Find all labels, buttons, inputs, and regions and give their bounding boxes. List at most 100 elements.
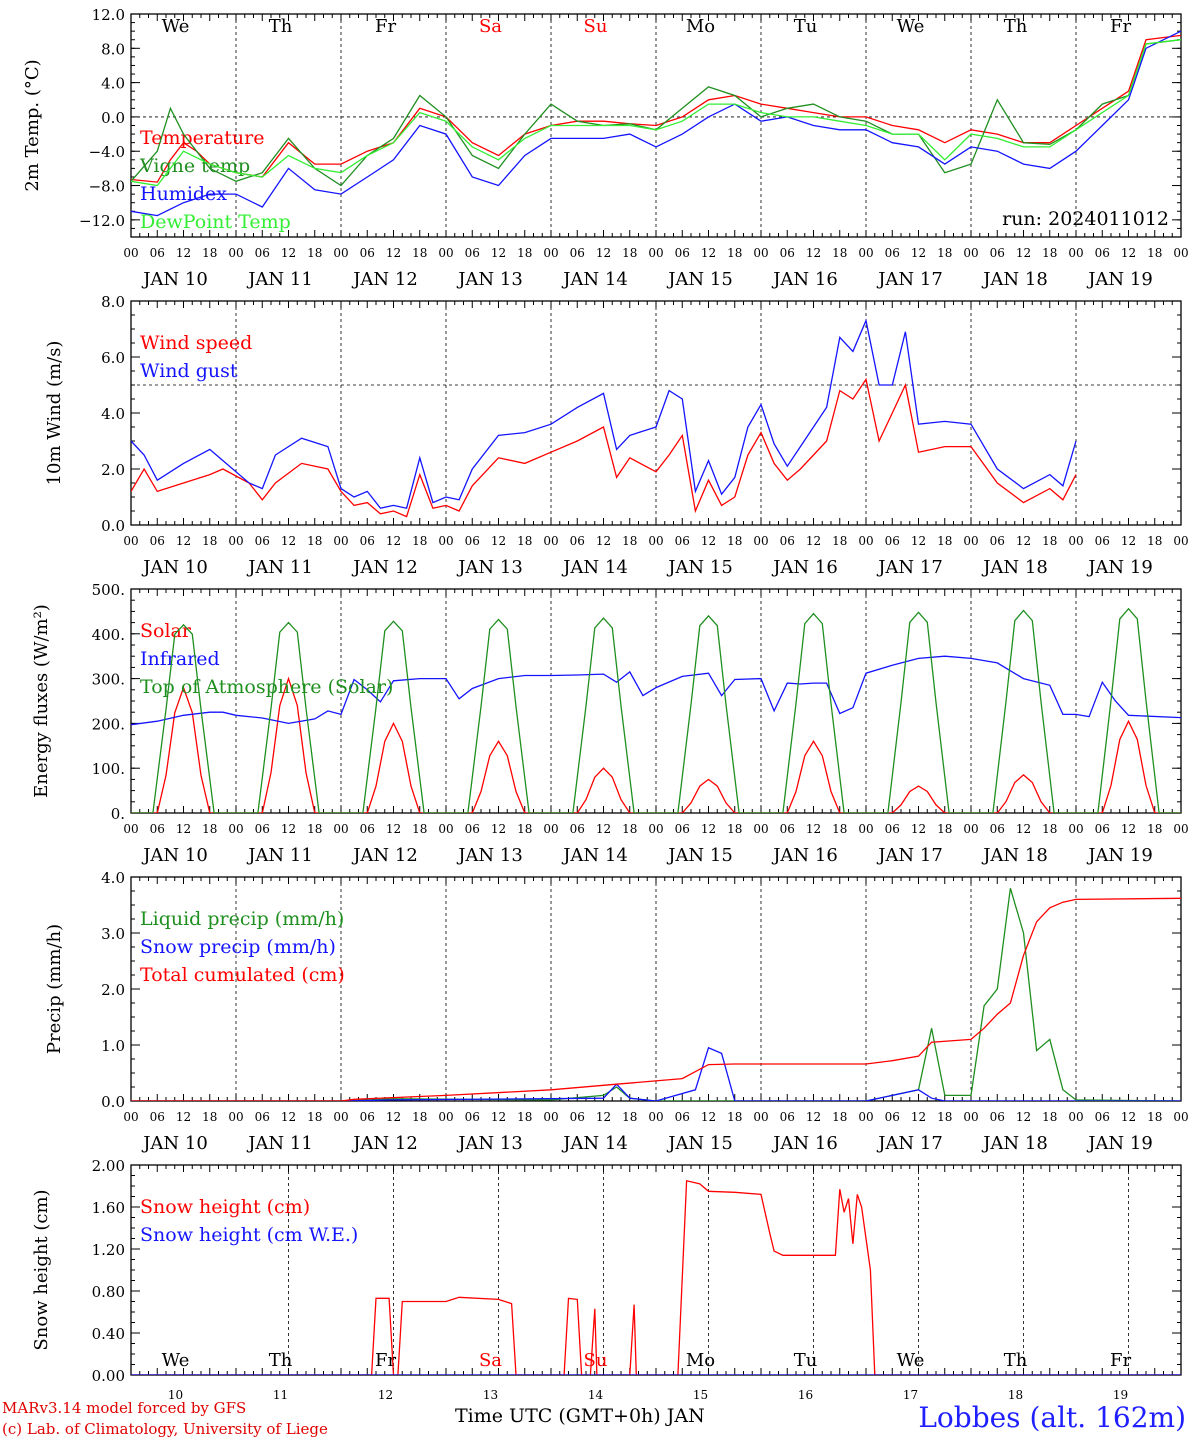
- temp-legend-entry: Temperature: [140, 127, 264, 149]
- precip-hour-label: 06: [150, 1110, 165, 1124]
- wind-hour-label: 00: [1068, 534, 1083, 548]
- energy-hour-label: 18: [307, 822, 322, 836]
- precip-date-label: JAN 17: [876, 1133, 943, 1154]
- temp-series-line: [131, 39, 1181, 187]
- energy-hour-label: 18: [1147, 822, 1162, 836]
- precip-hour-label: 18: [1042, 1110, 1057, 1124]
- wind-hour-label: 06: [255, 534, 270, 548]
- wind-hour-label: 18: [622, 534, 637, 548]
- wind-hour-label: 18: [727, 534, 742, 548]
- wind-hour-label: 00: [858, 534, 873, 548]
- precip-date-label: JAN 14: [561, 1133, 628, 1154]
- temp-date-label: JAN 11: [246, 269, 313, 290]
- wind-hour-label: 12: [176, 534, 191, 548]
- snow-day-number: 17: [903, 1388, 918, 1402]
- snow-day-number: 11: [273, 1388, 288, 1402]
- precip-hour-label: 12: [491, 1110, 506, 1124]
- temp-series-line: [131, 30, 1181, 217]
- temp-hour-label: 06: [150, 246, 165, 260]
- energy-hour-label: 12: [1121, 822, 1136, 836]
- temp-hour-label: 18: [412, 246, 427, 260]
- temp-hour-label: 18: [307, 246, 322, 260]
- temp-series-line: [131, 34, 1181, 183]
- precip-hour-label: 06: [1095, 1110, 1110, 1124]
- energy-hour-label: 18: [622, 822, 637, 836]
- energy-hour-label: 12: [281, 822, 296, 836]
- temp-date-label: JAN 16: [771, 269, 838, 290]
- temp-hour-label: 12: [1121, 246, 1136, 260]
- wind-hour-label: 06: [675, 534, 690, 548]
- temp-hour-label: 12: [281, 246, 296, 260]
- temp-date-label: JAN 15: [666, 269, 733, 290]
- wind-hour-label: 12: [1016, 534, 1031, 548]
- temp-hour-label: 00: [963, 246, 978, 260]
- precip-hour-label: 12: [596, 1110, 611, 1124]
- snow-y-tick-label: 0.80: [92, 1283, 125, 1301]
- energy-hour-label: 18: [412, 822, 427, 836]
- precip-hour-label: 00: [543, 1110, 558, 1124]
- energy-hour-label: 18: [517, 822, 532, 836]
- temp-hour-label: 06: [885, 246, 900, 260]
- snow-day-of-week: Th: [1004, 1350, 1028, 1371]
- wind-date-label: JAN 12: [351, 557, 418, 578]
- energy-hour-label: 18: [832, 822, 847, 836]
- energy-date-label: JAN 13: [456, 845, 523, 866]
- energy-hour-label: 12: [176, 822, 191, 836]
- precip-hour-label: 00: [1173, 1110, 1188, 1124]
- wind-hour-label: 06: [780, 534, 795, 548]
- energy-date-label: JAN 15: [666, 845, 733, 866]
- energy-hour-label: 06: [150, 822, 165, 836]
- temp-hour-label: 18: [937, 246, 952, 260]
- snow-y-tick-label: 0.00: [92, 1367, 125, 1385]
- wind-hour-label: 06: [990, 534, 1005, 548]
- precip-series-line: [131, 888, 1181, 1101]
- snow-day-of-week: Su: [584, 1350, 608, 1371]
- wind-hour-label: 00: [648, 534, 663, 548]
- precip-hour-label: 18: [307, 1110, 322, 1124]
- temp-hour-label: 00: [438, 246, 453, 260]
- temp-hour-label: 18: [622, 246, 637, 260]
- wind-hour-label: 00: [963, 534, 978, 548]
- precip-hour-label: 06: [360, 1110, 375, 1124]
- energy-y-tick-label: 400.: [92, 626, 125, 644]
- precip-hour-label: 00: [123, 1110, 138, 1124]
- temp-legend-entry: DewPoint Temp: [140, 211, 291, 233]
- wind-hour-label: 12: [281, 534, 296, 548]
- temp-hour-label: 18: [832, 246, 847, 260]
- temp-y-tick-label: 0.0: [101, 109, 125, 127]
- temp-hour-label: 18: [1147, 246, 1162, 260]
- wind-date-label: JAN 18: [981, 557, 1048, 578]
- energy-hour-label: 06: [780, 822, 795, 836]
- temp-date-label: JAN 17: [876, 269, 943, 290]
- wind-legend-entry: Wind speed: [140, 332, 252, 354]
- precip-y-tick-label: 2.0: [101, 981, 125, 999]
- precip-y-tick-label: 0.0: [101, 1093, 125, 1111]
- wind-series-line: [131, 377, 1077, 518]
- snow-day-of-week: Tu: [794, 1350, 818, 1371]
- temp-day-of-week: Th: [269, 16, 293, 37]
- energy-hour-label: 12: [491, 822, 506, 836]
- temp-hour-label: 00: [1173, 246, 1188, 260]
- energy-series-line: [131, 655, 1181, 726]
- energy-y-tick-label: 0.: [111, 805, 125, 823]
- wind-hour-label: 18: [202, 534, 217, 548]
- energy-hour-label: 00: [333, 822, 348, 836]
- energy-hour-label: 06: [570, 822, 585, 836]
- wind-hour-label: 18: [937, 534, 952, 548]
- snow-y-tick-label: 1.60: [92, 1199, 125, 1217]
- energy-date-label: JAN 10: [141, 845, 208, 866]
- energy-hour-label: 06: [675, 822, 690, 836]
- energy-legend-entry: Infrared: [140, 648, 220, 670]
- temp-y-tick-label: 4.0: [101, 75, 125, 93]
- energy-hour-label: 00: [963, 822, 978, 836]
- wind-hour-label: 06: [570, 534, 585, 548]
- temp-y-axis-label: 2m Temp. (°C): [22, 59, 43, 191]
- temp-run-annotation: run: 2024011012: [1002, 208, 1169, 230]
- precip-y-tick-label: 1.0: [101, 1037, 125, 1055]
- model-credit: MARv3.14 model forced by GFS: [2, 1399, 247, 1417]
- snow-day-number: 13: [483, 1388, 498, 1402]
- temp-hour-label: 06: [255, 246, 270, 260]
- snow-day-number: 16: [798, 1388, 813, 1402]
- precip-hour-label: 00: [1068, 1110, 1083, 1124]
